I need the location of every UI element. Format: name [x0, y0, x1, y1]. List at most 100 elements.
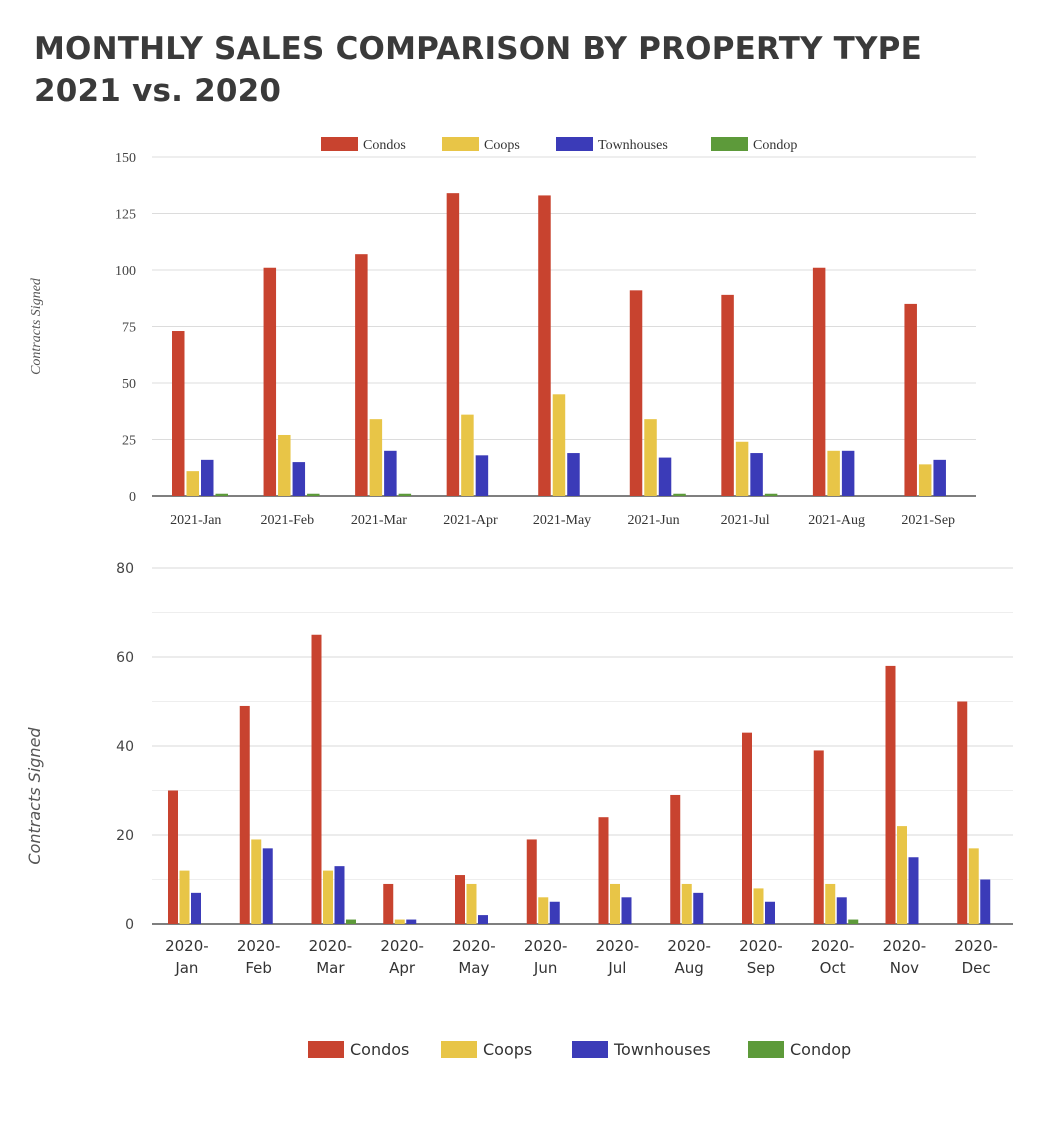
bar-condos-2021-feb	[263, 267, 277, 496]
bar-townhouses-2021-jan	[201, 459, 214, 496]
bar-townhouses-2020-sep	[765, 901, 775, 924]
bar-townhouses-2020-nov	[908, 857, 919, 924]
bar-coops-2020-jun	[538, 897, 549, 924]
chart-2021: 0 25 50 75 100 125 150 Contracts Signed 2021-Jan…	[29, 137, 976, 528]
legend-swatch-townhouses	[556, 137, 593, 151]
bar-townhouses-2020-aug	[693, 892, 704, 924]
bar-coops-2021-may	[552, 394, 566, 496]
bar-condop-2020-mar	[346, 919, 356, 924]
bar-condos-2020-aug	[670, 794, 681, 924]
bar-townhouses-2021-mar	[384, 450, 397, 496]
x-tick-label: 2020-Aug	[667, 937, 711, 977]
bar-condos-2020-oct	[813, 750, 824, 924]
y-tick-label: 80	[116, 561, 134, 577]
bar-townhouses-2020-apr	[406, 919, 417, 924]
page-title: MONTHLY SALES COMPARISON BY PROPERTY TYP…	[34, 28, 922, 112]
x-tick-label: 2020-Oct	[811, 937, 855, 977]
bar-condop-2021-jan	[215, 493, 228, 496]
bar-coops-2020-jan	[179, 870, 190, 924]
bar-townhouses-2021-apr	[475, 455, 489, 496]
y-tick-label: 20	[116, 828, 134, 844]
y-tick-label: 75	[122, 321, 136, 336]
y-axis-label: Contracts Signed	[25, 727, 44, 865]
bar-condos-2020-apr	[383, 883, 394, 924]
bar-condop-2021-jun	[673, 493, 686, 496]
bar-condos-2021-sep	[904, 303, 917, 496]
x-tick-label: 2020-Nov	[883, 937, 927, 977]
legend-swatch-condos	[321, 137, 358, 151]
bar-coops-2021-jun	[644, 419, 657, 496]
x-tick-label: 2021-Feb	[260, 513, 314, 528]
bar-coops-2021-jan	[186, 471, 199, 496]
x-tick-label: 2020-Jul	[596, 937, 640, 977]
legend-swatch-condop	[711, 137, 748, 151]
bar-townhouses-2020-feb	[262, 848, 273, 924]
bar-condos-2021-jun	[629, 290, 643, 496]
bar-coops-2020-apr	[394, 919, 405, 924]
legend-swatch-coops	[441, 1041, 477, 1058]
bar-coops-2020-mar	[323, 870, 333, 924]
x-tick-label: 2020-Mar	[309, 937, 353, 977]
bar-townhouses-2020-may	[478, 915, 488, 924]
bar-coops-2021-jul	[735, 441, 749, 496]
bar-condos-2020-dec	[957, 701, 968, 924]
bar-townhouses-2021-jul	[750, 453, 763, 496]
bar-condos-2020-may	[455, 875, 465, 924]
bar-townhouses-2021-sep	[933, 459, 946, 496]
bar-coops-2020-dec	[968, 848, 979, 924]
y-tick-label: 150	[115, 151, 136, 166]
bar-condos-2021-mar	[355, 254, 368, 496]
x-tick-label: 2021-Apr	[443, 513, 498, 528]
x-tick-label: 2021-Jun	[627, 513, 679, 528]
bar-condop-2020-oct	[848, 919, 859, 924]
x-tick-label: 2021-Mar	[351, 513, 407, 528]
bar-townhouses-2021-feb	[292, 462, 306, 496]
x-tick-label: 2020-Dec	[954, 937, 998, 977]
bar-condop-2021-mar	[398, 493, 412, 496]
bar-townhouses-2020-dec	[980, 879, 991, 924]
x-tick-label: 2020-Jan	[165, 937, 209, 977]
x-tick-label: 2021-Jan	[170, 513, 221, 528]
bar-condos-2020-jun	[526, 839, 537, 924]
bar-coops-2020-aug	[681, 883, 692, 924]
legend-label-townhouses: Townhouses	[613, 1040, 711, 1059]
y-tick-label: 60	[116, 650, 134, 666]
bar-coops-2021-aug	[827, 450, 840, 496]
bar-coops-2020-may	[466, 883, 477, 924]
bar-coops-2020-oct	[825, 883, 836, 924]
x-tick-label: 2021-May	[533, 513, 591, 528]
bar-condos-2021-apr	[446, 193, 460, 496]
bar-coops-2021-sep	[918, 464, 932, 496]
legend-swatch-townhouses	[572, 1041, 608, 1058]
x-tick-label: 2020-Feb	[237, 937, 281, 977]
x-tick-label: 2020-Sep	[739, 937, 783, 977]
legend-label-condos: Condos	[350, 1040, 409, 1059]
legend-swatch-condos	[308, 1041, 344, 1058]
x-tick-label: 2020-Apr	[380, 937, 424, 977]
bar-townhouses-2020-jul	[621, 897, 632, 924]
bar-condos-2020-jan	[168, 790, 178, 924]
bar-condos-2020-feb	[239, 705, 250, 924]
y-tick-label: 100	[115, 264, 136, 279]
bar-townhouses-2021-aug	[841, 450, 855, 496]
bar-condop-2021-feb	[307, 493, 320, 496]
x-tick-label: 2021-Aug	[808, 513, 865, 528]
y-tick-label: 25	[122, 434, 136, 449]
bar-condop-2021-jul	[764, 493, 778, 496]
legend-label-townhouses: Townhouses	[598, 138, 668, 153]
legend-label-coops: Coops	[484, 138, 520, 153]
bar-coops-2021-feb	[278, 434, 291, 496]
bar-townhouses-2020-oct	[836, 897, 847, 924]
legend-label-condop: Condop	[753, 138, 797, 153]
x-tick-label: 2020-May	[452, 937, 496, 977]
x-tick-label: 2021-Sep	[901, 513, 955, 528]
x-tick-label: 2021-Jul	[721, 513, 770, 528]
bar-coops-2020-sep	[753, 888, 764, 924]
bar-condos-2020-nov	[885, 665, 896, 924]
x-tick-label: 2020-Jun	[524, 937, 568, 977]
bar-condos-2021-aug	[812, 267, 826, 496]
y-axis-label: Contracts Signed	[29, 277, 44, 375]
bar-condos-2021-jul	[721, 294, 734, 496]
y-tick-label: 40	[116, 739, 134, 755]
